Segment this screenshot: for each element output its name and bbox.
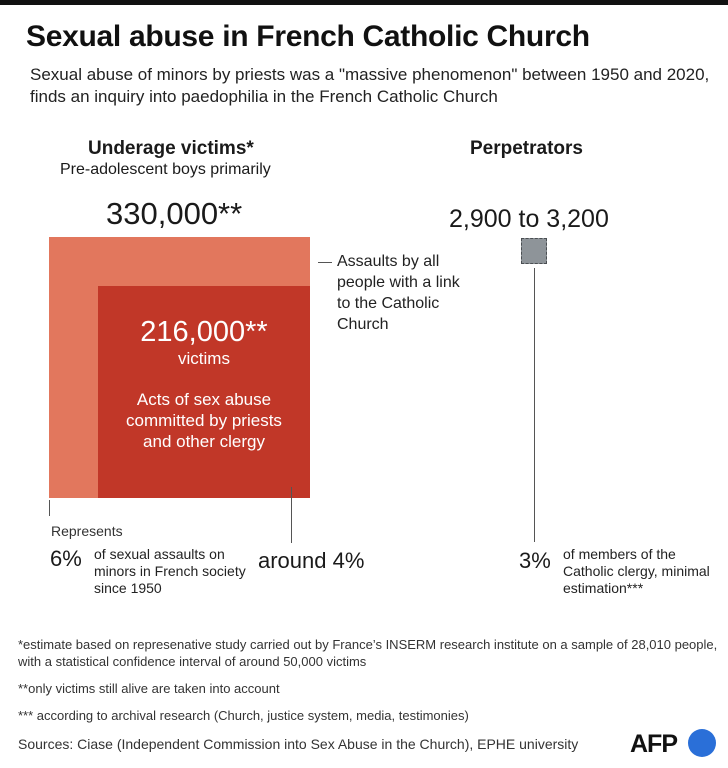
perpetrators-value: 2,900 to 3,200 (449, 205, 609, 233)
afp-logo-text: AFP (630, 730, 678, 758)
total-victims-label: Assaults by all people with a link to th… (337, 253, 460, 333)
afp-logo-dot-icon (688, 729, 716, 757)
victims-subheading: Pre-adolescent boys primarily (60, 161, 271, 178)
footnote-three-star: *** according to archival research (Chur… (18, 708, 469, 723)
victims-total-value: 330,000** (106, 196, 243, 231)
clergy-victims-value: 216,000** (140, 316, 268, 348)
total-pct-description: of sexual assaults on minors in French s… (94, 546, 246, 596)
perpetrators-leader (534, 268, 535, 542)
clergy-victims-description: Acts of sex abuse committed by priests a… (126, 390, 282, 451)
afp-logo: AFP (630, 729, 716, 759)
perpetrators-pct-description: of members of the Catholic clergy, minim… (563, 546, 710, 596)
represents-label: Represents (51, 523, 123, 539)
perpetrators-heading: Perpetrators (470, 138, 583, 159)
total-pct-leader (49, 500, 50, 516)
clergy-victims-unit: victims (178, 349, 230, 368)
clergy-victims-square (98, 286, 310, 498)
total-pct-value: 6% (50, 546, 82, 571)
clergy-pct-leader (291, 487, 292, 543)
sources-line: Sources: Ciase (Independent Commission i… (18, 736, 579, 752)
perpetrators-square (521, 238, 547, 264)
chart-title: Sexual abuse in French Catholic Church (26, 20, 590, 53)
footnote-one-star: *estimate based on represenative study c… (18, 637, 718, 669)
victims-heading: Underage victims* (88, 138, 254, 159)
chart-subtitle: Sexual abuse of minors by priests was a … (30, 65, 710, 106)
total-label-leader (318, 262, 332, 263)
footnote-two-star: **only victims still alive are taken int… (18, 681, 280, 696)
perpetrators-pct-value: 3% (519, 548, 551, 573)
top-rule (0, 0, 728, 5)
clergy-pct-value: around 4% (258, 548, 365, 573)
